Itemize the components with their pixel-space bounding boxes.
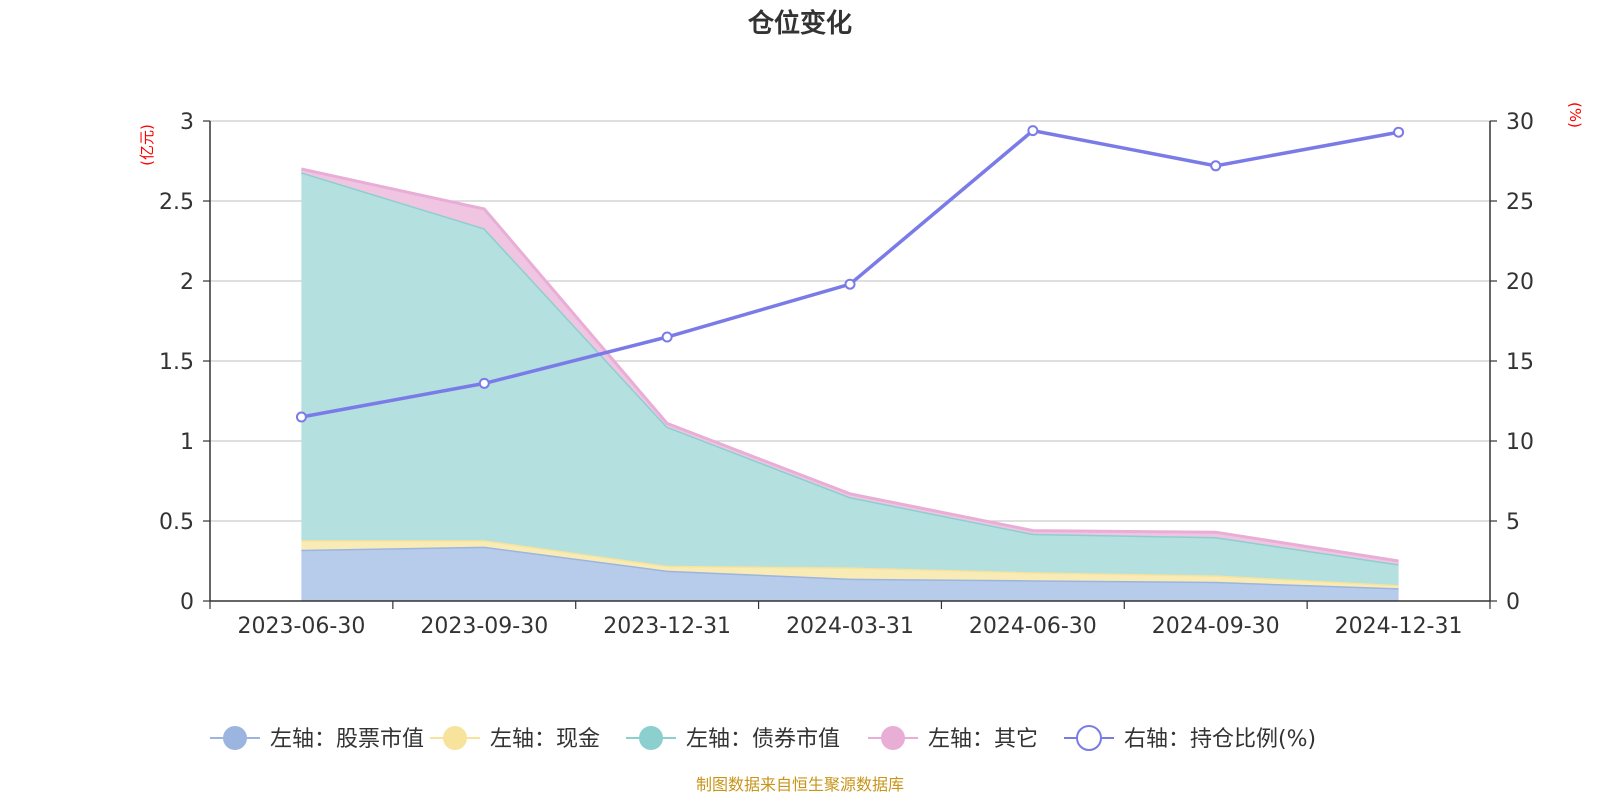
right-tick-label: 5 xyxy=(1506,510,1520,535)
right-tick-label: 0 xyxy=(1506,590,1520,615)
left-tick-label: 1 xyxy=(180,430,194,455)
legend-label: 左轴：现金 xyxy=(490,727,600,752)
ratio-line xyxy=(295,125,1405,423)
left-axis-unit: (亿元) xyxy=(138,124,156,166)
axes: 0 0 0.5 5 1 10 1.5 15 2 20 2.5 25 3 30 2023-06-30 2023-… xyxy=(159,110,1534,639)
ratio-point xyxy=(661,331,673,343)
legend-label: 右轴：持仓比例(%) xyxy=(1124,727,1316,752)
area-1 xyxy=(301,540,1399,589)
x-tick-label: 2024-06-30 xyxy=(969,614,1097,639)
source-note: 制图数据来自恒生聚源数据库 xyxy=(696,775,904,794)
left-tick-label: 2.5 xyxy=(159,190,194,215)
ratio-point xyxy=(1210,160,1222,172)
legend-marker xyxy=(223,726,247,750)
x-tick-label: 2024-12-31 xyxy=(1335,614,1463,639)
right-tick-label: 15 xyxy=(1506,350,1534,375)
x-tick-label: 2023-09-30 xyxy=(420,614,548,639)
ratio-point xyxy=(1027,125,1039,137)
right-tick-label: 20 xyxy=(1506,270,1534,295)
left-tick-label: 1.5 xyxy=(159,350,194,375)
right-axis-unit: (%) xyxy=(1566,102,1584,128)
chart-title: 仓位变化 xyxy=(747,8,852,39)
x-tick-label: 2024-09-30 xyxy=(1152,614,1280,639)
x-tick-label: 2023-06-30 xyxy=(237,614,365,639)
ratio-point xyxy=(1393,126,1405,138)
x-tick-label: 2024-03-31 xyxy=(786,614,914,639)
legend: 左轴：股票市值 左轴：现金 左轴：债券市值 左轴：其它 右轴：持仓比例(%) xyxy=(210,725,1316,752)
legend-marker xyxy=(443,726,467,750)
area-2 xyxy=(301,172,1399,585)
right-tick-label: 10 xyxy=(1506,430,1534,455)
legend-marker xyxy=(639,726,663,750)
ratio-point xyxy=(478,377,490,389)
legend-marker xyxy=(1076,725,1102,751)
stacked-areas xyxy=(300,167,1399,601)
left-tick-label: 3 xyxy=(180,110,194,135)
area-edge-3 xyxy=(301,167,1399,563)
left-tick-label: 0 xyxy=(180,590,194,615)
legend-label: 左轴：股票市值 xyxy=(270,727,424,752)
left-tick-label: 0.5 xyxy=(159,510,194,535)
legend-marker xyxy=(881,726,905,750)
ratio-point xyxy=(844,278,856,290)
legend-label: 左轴：债券市值 xyxy=(686,727,840,752)
right-tick-label: 25 xyxy=(1506,190,1534,215)
x-tick-label: 2023-12-31 xyxy=(603,614,731,639)
legend-label: 左轴：其它 xyxy=(928,727,1038,752)
ratio-point xyxy=(295,411,307,423)
left-tick-label: 2 xyxy=(180,270,194,295)
right-tick-label: 30 xyxy=(1506,110,1534,135)
area-0 xyxy=(301,546,1399,601)
